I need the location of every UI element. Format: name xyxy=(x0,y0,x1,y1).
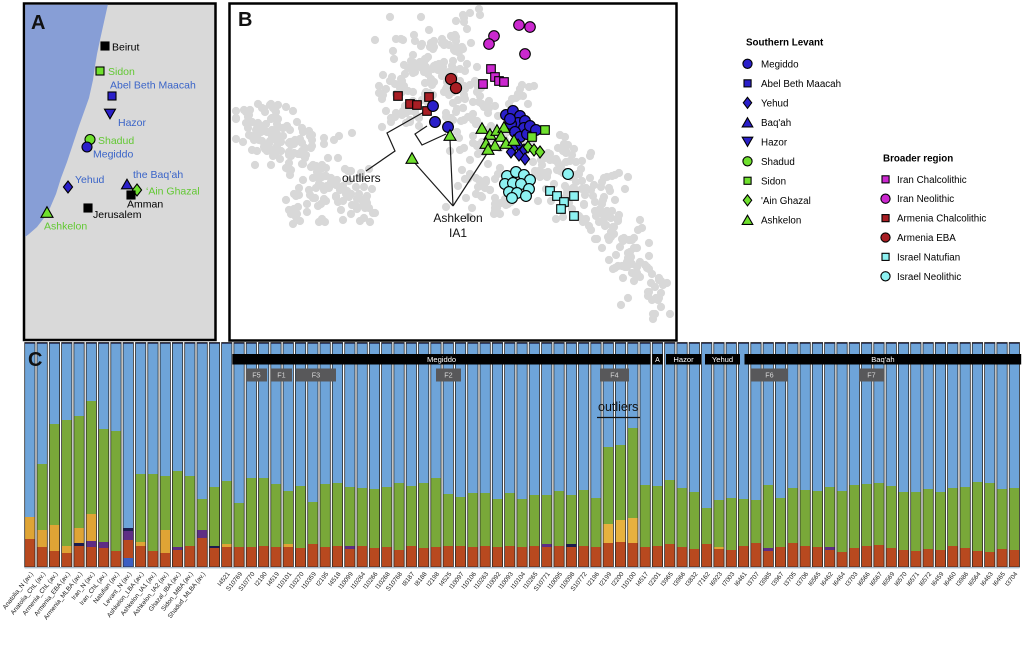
svg-text:C: C xyxy=(28,349,42,371)
svg-text:F1: F1 xyxy=(277,371,285,380)
svg-text:Broader region: Broader region xyxy=(883,154,953,165)
svg-text:Sidon: Sidon xyxy=(108,66,135,78)
svg-text:IA1: IA1 xyxy=(449,226,467,240)
svg-text:B: B xyxy=(238,9,252,31)
svg-text:Ashkelon: Ashkelon xyxy=(44,221,87,233)
svg-text:Megiddo: Megiddo xyxy=(427,355,456,364)
svg-text:Yehud: Yehud xyxy=(712,355,733,364)
svg-text:Shadud: Shadud xyxy=(98,135,134,147)
svg-text:Amman: Amman xyxy=(127,199,163,211)
svg-text:Baq'ah: Baq'ah xyxy=(761,118,791,129)
svg-text:Hazor: Hazor xyxy=(673,355,694,364)
svg-text:‘Ain Ghazal: ‘Ain Ghazal xyxy=(146,186,200,198)
svg-text:the Baq’ah: the Baq’ah xyxy=(133,169,183,181)
svg-text:Megiddo: Megiddo xyxy=(761,59,799,70)
svg-text:F2: F2 xyxy=(444,371,452,380)
svg-text:Megiddo: Megiddo xyxy=(93,149,133,161)
svg-text:Shadud: Shadud xyxy=(761,157,795,168)
svg-text:A: A xyxy=(31,12,45,34)
svg-text:Yehud: Yehud xyxy=(761,98,788,109)
svg-text:outliers: outliers xyxy=(342,171,381,185)
svg-text:F3: F3 xyxy=(312,371,320,380)
svg-text:F5: F5 xyxy=(252,371,260,380)
svg-text:Ashkelon: Ashkelon xyxy=(433,211,482,225)
svg-text:Israel Neolithic: Israel Neolithic xyxy=(897,272,961,283)
svg-text:F7: F7 xyxy=(867,371,875,380)
svg-text:Southern Levant: Southern Levant xyxy=(746,38,824,49)
svg-text:Israel Natufian: Israel Natufian xyxy=(897,252,960,263)
svg-text:F6: F6 xyxy=(765,371,773,380)
svg-text:Iran Neolithic: Iran Neolithic xyxy=(897,194,954,205)
svg-text:I3704: I3704 xyxy=(1004,571,1020,588)
svg-text:Abel Beth Maacah: Abel Beth Maacah xyxy=(110,80,196,92)
svg-text:Baq'ah: Baq'ah xyxy=(871,355,894,364)
svg-text:Abel Beth Maacah: Abel Beth Maacah xyxy=(761,79,841,90)
svg-text:Yehud: Yehud xyxy=(75,174,105,186)
svg-text:Ashkelon: Ashkelon xyxy=(761,215,801,226)
svg-text:Iran Chalcolithic: Iran Chalcolithic xyxy=(897,175,967,186)
svg-text:'Ain Ghazal: 'Ain Ghazal xyxy=(761,196,811,207)
svg-text:outliers: outliers xyxy=(598,400,638,414)
svg-text:Jerusalem: Jerusalem xyxy=(93,209,142,221)
svg-text:Armenia EBA: Armenia EBA xyxy=(897,233,956,244)
svg-text:Armenia Chalcolithic: Armenia Chalcolithic xyxy=(897,214,986,225)
svg-text:Beirut: Beirut xyxy=(112,42,140,54)
svg-text:Hazor: Hazor xyxy=(118,117,147,129)
svg-text:Sidon: Sidon xyxy=(761,176,786,187)
svg-text:F4: F4 xyxy=(610,371,618,380)
svg-text:A: A xyxy=(655,357,660,364)
svg-text:Hazor: Hazor xyxy=(761,137,788,148)
